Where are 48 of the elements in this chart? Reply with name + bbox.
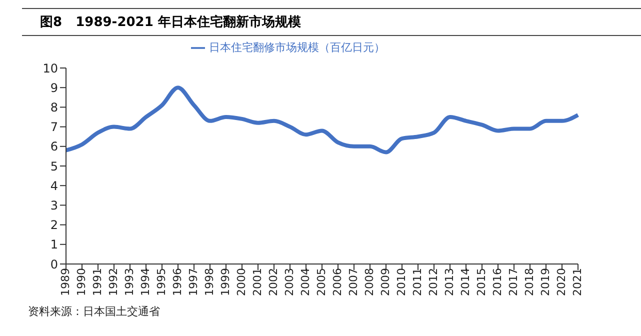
x-tick-label: 2008: [362, 268, 376, 296]
y-tick-label: 10: [42, 61, 58, 76]
y-tick-label: 3: [50, 198, 58, 212]
x-tick-label: 1998: [202, 268, 216, 296]
x-tick-label: 1990: [74, 268, 88, 296]
x-tick-label: 2014: [458, 268, 472, 296]
x-tick-label: 2018: [522, 268, 536, 296]
x-tick-label: 2007: [346, 268, 360, 296]
x-tick-label: 2006: [330, 268, 344, 296]
x-tick-label: 2009: [378, 268, 392, 296]
x-tick-label: 1989: [58, 268, 72, 296]
x-tick-label: 2013: [442, 268, 456, 296]
x-tick-label: 1992: [106, 268, 120, 296]
x-tick-label: 2000: [234, 268, 248, 296]
legend-label: 日本住宅翻修市场规模（百亿日元）: [209, 41, 385, 54]
x-tick-label: 2019: [538, 268, 552, 296]
y-tick-label: 2: [50, 218, 58, 232]
x-tick-label: 2016: [490, 268, 504, 296]
x-tick-label: 1995: [154, 268, 168, 296]
chart-title: 图8 1989-2021 年日本住宅翻新市场规模: [22, 8, 641, 36]
line-series: [64, 86, 580, 154]
text: 资料来源：日本国土交通省: [28, 304, 161, 319]
x-tick-label: 1997: [186, 268, 200, 296]
y-tick-label: 9: [50, 80, 58, 95]
x-tick-label: 2015: [474, 268, 488, 296]
x-tick-label: 2017: [506, 268, 520, 296]
x-tick-label: 2010: [394, 268, 408, 296]
x-tick-label: 2005: [314, 268, 328, 296]
x-tick-label: 2003: [282, 268, 296, 296]
x-tick-label: 2002: [266, 268, 280, 296]
x-tick-label: 1996: [170, 268, 184, 296]
y-tick-label: 0: [50, 257, 58, 272]
x-tick-label: 2021: [570, 268, 584, 296]
y-tick-label: 6: [50, 140, 58, 154]
x-tick-label: 2004: [298, 268, 312, 296]
x-tick-label: 2012: [426, 268, 440, 296]
y-tick-label: 8: [50, 100, 58, 114]
x-tick-label: 2001: [250, 268, 264, 296]
y-tick-label: 1: [50, 238, 58, 252]
y-tick-label: 4: [50, 178, 58, 193]
x-tick-label: 1999: [218, 268, 232, 296]
x-tick-label: 2020: [554, 268, 568, 296]
y-tick-label: 7: [50, 120, 58, 134]
x-tick-label: 1991: [90, 268, 104, 296]
x-tick-label: 1993: [122, 268, 136, 296]
x-tick-label: 1994: [138, 268, 152, 296]
y-tick-label: 5: [50, 159, 58, 174]
x-tick-label: 2011: [410, 268, 424, 296]
